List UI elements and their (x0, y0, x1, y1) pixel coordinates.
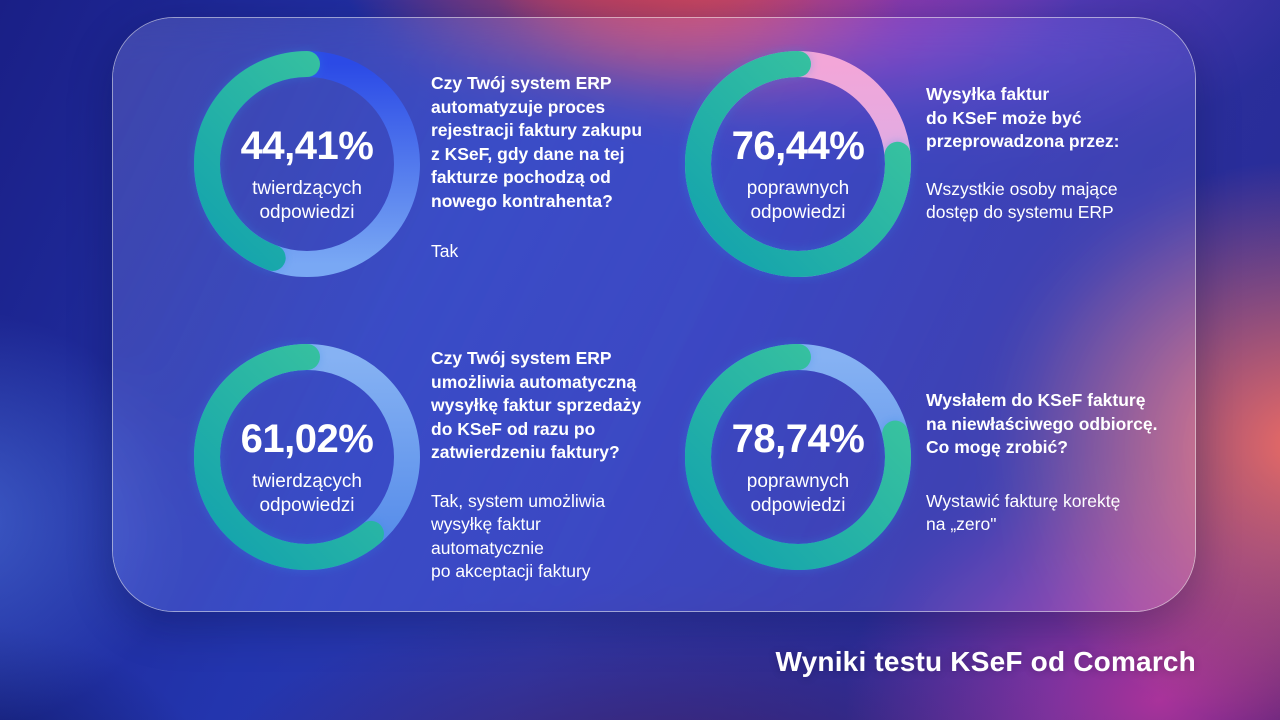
question-text: Wysłałem do KSeF fakturę na niewłaściweg… (926, 390, 1158, 457)
answer-text: Tak (431, 241, 459, 261)
donut-chart-3: 61,02% twierdzących odpowiedzi (187, 337, 427, 577)
footer-title: Wyniki testu KSeF od Comarch (775, 646, 1196, 677)
answer-text: Wszystkie osoby mające dostęp do systemu… (926, 178, 1118, 223)
donut-rings-icon (685, 344, 911, 570)
answer-text: Tak, system umożliwia wysyłkę faktur aut… (431, 490, 606, 582)
question-text: Czy Twój system ERP automatyzuje proces … (431, 73, 643, 211)
glass-card: 44,41% twierdzących odpowiedzi Czy Twój … (112, 17, 1196, 612)
question-answer-block: Wysłałem do KSeF fakturę na niewłaściweg… (926, 389, 1195, 537)
question-text: Czy Twój system ERP umożliwia automatycz… (431, 348, 642, 462)
question-text: Wysyłka faktur do KSeF może być przeprow… (926, 84, 1120, 151)
donut-chart-2: 76,44% poprawnych odpowiedzi (678, 44, 918, 284)
donut-rings-icon (685, 51, 911, 277)
glass-tint-layer (113, 18, 1195, 611)
glass-blur-layer (113, 18, 1195, 611)
donut-rings-icon (194, 344, 420, 570)
answer-text: Wystawić fakturę korektę na „zero" (926, 490, 1121, 535)
donut-chart-4: 78,74% poprawnych odpowiedzi (678, 337, 918, 577)
question-answer-block: Czy Twój system ERP umożliwia automatycz… (431, 347, 686, 584)
card-content: 44,41% twierdzących odpowiedzi Czy Twój … (113, 18, 1195, 611)
donut-chart-1: 44,41% twierdzących odpowiedzi (187, 44, 427, 284)
donut-rings-icon (194, 51, 420, 277)
question-answer-block: Wysyłka faktur do KSeF może być przeprow… (926, 83, 1195, 225)
question-answer-block: Czy Twój system ERP automatyzuje proces … (431, 72, 681, 264)
